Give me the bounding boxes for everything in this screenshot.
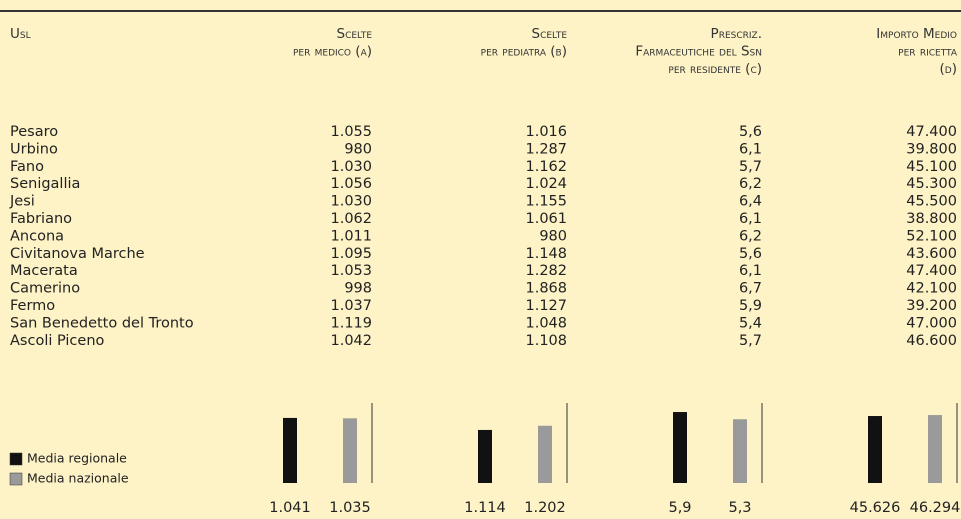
cell: 45.300 (906, 176, 957, 192)
cell: 1.030 (330, 194, 372, 210)
cell: 46.600 (906, 333, 957, 349)
column-header: Usl (10, 26, 31, 42)
cell: 5,6 (739, 246, 762, 262)
cell: 5,6 (739, 124, 762, 140)
cell: 1.053 (330, 263, 372, 279)
cell: 1.056 (330, 176, 372, 192)
cell: 1.148 (525, 246, 567, 262)
row-label: Ascoli Piceno (10, 333, 105, 349)
cell: 1.155 (525, 194, 567, 210)
cell: 1.282 (525, 263, 567, 279)
row-label: San Benedetto del Tronto (10, 315, 194, 331)
bar-value: 1.035 (329, 500, 371, 516)
column-header: per pediatra (b) (481, 44, 567, 60)
cell: 1.048 (525, 315, 567, 331)
cell: 1.030 (330, 159, 372, 175)
cell: 6,4 (739, 194, 762, 210)
cell: 39.200 (906, 298, 957, 314)
cell: 1.108 (525, 333, 567, 349)
column-header: per ricetta (898, 44, 958, 60)
cell: 5,7 (739, 333, 762, 349)
cell: 1.016 (525, 124, 567, 140)
cell: 1.119 (330, 315, 372, 331)
cell: 980 (539, 228, 567, 244)
cell: 42.100 (906, 281, 957, 297)
legend-label: Media regionale (27, 451, 127, 466)
cell: 39.800 (906, 141, 957, 157)
column-header: Importo Medio (876, 26, 957, 42)
legend-swatch (9, 472, 23, 486)
cell: 1.037 (330, 298, 372, 314)
bar (673, 412, 687, 483)
cell: 5,7 (739, 159, 762, 175)
bar (868, 416, 882, 483)
bar-value: 5,9 (668, 500, 691, 516)
cell: 52.100 (906, 228, 957, 244)
cell: 45.100 (906, 159, 957, 175)
cell: 1.287 (525, 141, 567, 157)
row-label: Fabriano (10, 211, 72, 227)
cell: 1.062 (330, 211, 372, 227)
row-label: Fermo (10, 298, 55, 314)
cell: 5,4 (739, 315, 762, 331)
bar (478, 429, 492, 483)
row-label: Ancona (10, 228, 64, 244)
column-header: Scelte (532, 26, 568, 42)
cell: 6,1 (739, 211, 762, 227)
column-header: per medico (a) (293, 44, 372, 60)
row-label: Jesi (9, 194, 35, 210)
legend-label: Media nazionale (27, 471, 129, 486)
bar (343, 418, 357, 483)
cell: 1.061 (525, 211, 567, 227)
column-header: Prescriz. (711, 26, 762, 42)
cell: 1.011 (330, 228, 372, 244)
bar-value: 1.041 (269, 500, 311, 516)
cell: 5,9 (739, 298, 762, 314)
cell: 1.095 (330, 246, 372, 262)
cell: 47.400 (906, 263, 957, 279)
cell: 980 (344, 141, 372, 157)
bar (538, 425, 552, 483)
cell: 1.868 (525, 281, 567, 297)
cell: 1.127 (525, 298, 567, 314)
row-label: Senigallia (10, 176, 80, 192)
bar-value: 1.202 (524, 500, 566, 516)
bar-value: 45.626 (850, 500, 901, 516)
cell: 1.042 (330, 333, 372, 349)
cell: 38.800 (906, 211, 957, 227)
column-header: Scelte (337, 26, 373, 42)
cell: 1.055 (330, 124, 372, 140)
row-label: Camerino (10, 281, 80, 297)
cell: 6,2 (739, 228, 762, 244)
legend-swatch (9, 452, 23, 466)
column-header: Farmaceutiche del Ssn (635, 44, 762, 60)
row-label: Pesaro (10, 124, 58, 140)
row-label: Fano (10, 159, 44, 175)
row-label: Macerata (10, 263, 78, 279)
cell: 1.024 (525, 176, 567, 192)
column-header: (d) (940, 61, 957, 77)
cell: 6,2 (739, 176, 762, 192)
cell: 47.000 (906, 315, 957, 331)
cell: 43.600 (906, 246, 957, 262)
cell: 47.400 (906, 124, 957, 140)
cell: 998 (344, 281, 372, 297)
bar-value: 1.114 (464, 500, 506, 516)
row-label: Civitanova Marche (10, 246, 145, 262)
cell: 1.162 (525, 159, 567, 175)
column-header: per residente (c) (668, 61, 762, 77)
cell: 6,1 (739, 141, 762, 157)
bar (733, 419, 747, 483)
bar (283, 417, 297, 483)
bar (928, 415, 942, 483)
bar-value: 5,3 (728, 500, 751, 516)
row-label: Urbino (10, 141, 58, 157)
cell: 6,7 (739, 281, 762, 297)
bar-value: 46.294 (910, 500, 961, 516)
cell: 45.500 (906, 194, 957, 210)
cell: 6,1 (739, 263, 762, 279)
